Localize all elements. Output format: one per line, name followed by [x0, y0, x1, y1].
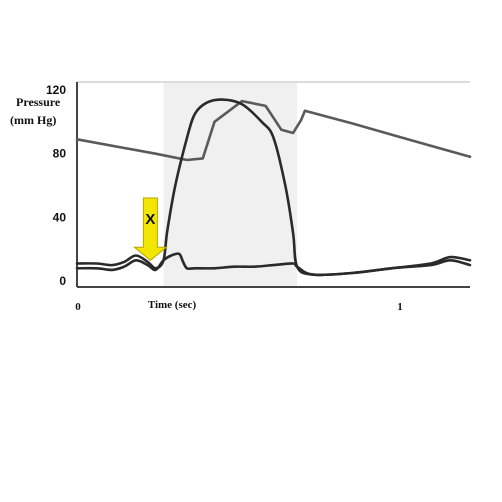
x-tick-label: 1	[397, 301, 403, 313]
series-lines	[75, 98, 472, 277]
y-axis-label-line-2: (mm Hg)	[10, 113, 56, 127]
y-tick-label: 0	[59, 274, 66, 288]
tick-labels: 0 40 80 120 0 1	[46, 83, 403, 313]
y-tick-label: 40	[53, 210, 67, 224]
shaded-interval	[163, 82, 298, 287]
y-tick-label: 80	[53, 147, 67, 161]
x-tick-label: 0	[75, 301, 81, 313]
y-axis-label-line-1: Pressure	[16, 95, 61, 109]
series-line-3	[75, 252, 472, 277]
marker-arrow	[132, 197, 168, 261]
y-tick-label: 120	[46, 83, 66, 97]
series-line-1	[75, 99, 472, 162]
marker-x-arrow: X	[132, 197, 168, 261]
marker-label: X	[145, 211, 155, 228]
x-axis-label: Time (sec)	[148, 299, 197, 311]
